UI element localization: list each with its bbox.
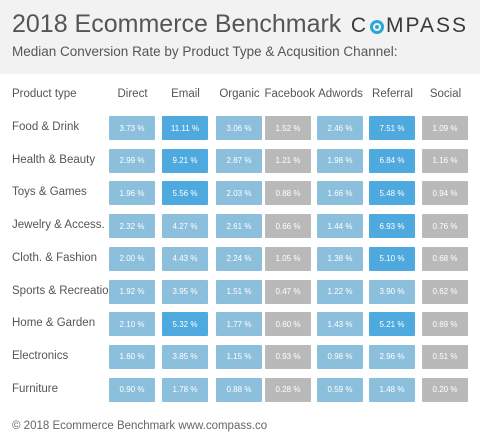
heatmap-cell: 4.43 % <box>162 246 208 271</box>
heatmap-cell: 4.27 % <box>162 214 208 239</box>
heatmap-cell: 9.21 % <box>162 148 208 173</box>
heatmap-cell: 0.88 % <box>265 181 311 206</box>
row-label: Furniture <box>12 382 59 395</box>
heatmap-cell: 1.22 % <box>317 279 363 304</box>
heatmap-cell: 1.05 % <box>265 246 311 271</box>
heatmap-cell: 6.84 % <box>369 148 415 173</box>
logo-circle-icon <box>370 20 385 34</box>
logo-letters: MPASS <box>386 14 468 37</box>
heatmap-cell: 1.78 % <box>162 377 208 402</box>
heatmap-cell: 1.52 % <box>265 116 311 140</box>
heatmap-cell: 0.98 % <box>317 344 363 369</box>
heatmap-cell: 0.20 % <box>422 377 468 402</box>
heatmap-cell: 3.90 % <box>369 279 415 304</box>
heatmap-cell: 0.62 % <box>422 279 468 304</box>
row-label: Home & Garden <box>12 317 96 330</box>
column-header-direct: Direct <box>117 88 148 100</box>
column-header-email: Email <box>171 88 200 100</box>
heatmap-cell: 1.09 % <box>422 116 468 140</box>
heatmap-cell: 11.11 % <box>162 116 208 140</box>
heatmap-cell: 3.85 % <box>162 344 208 369</box>
heatmap-cell: 0.66 % <box>265 214 311 239</box>
row-label: Toys & Games <box>12 186 87 199</box>
heatmap-cell: 6.93 % <box>369 214 415 239</box>
column-header-referral: Referral <box>372 88 413 100</box>
heatmap-cell: 1.43 % <box>317 312 363 337</box>
heatmap-cell: 1.66 % <box>317 181 363 206</box>
column-header-social: Social <box>429 88 462 100</box>
heatmap-cell: 5.21 % <box>369 312 415 337</box>
row-header-label: Product type <box>12 88 77 100</box>
heatmap-cell: 2.46 % <box>317 116 363 140</box>
row-label: Jewelry & Access. <box>12 219 105 232</box>
row-label: Health & Beauty <box>12 153 96 166</box>
column-header-adwords: Adwords <box>318 88 363 100</box>
row-label: Electronics <box>12 349 69 362</box>
page-title: 2018 Ecommerce Benchmark <box>12 10 342 38</box>
logo-letter-c: C <box>350 14 369 37</box>
heatmap-cell: 1.51 % <box>216 279 262 304</box>
heatmap-cell: 2.87 % <box>216 148 262 173</box>
heatmap-cell: 2.99 % <box>109 148 155 173</box>
footer-copyright: © 2018 Ecommerce Benchmark www.compass.c… <box>12 420 268 432</box>
column-header-organic: Organic <box>219 88 260 100</box>
heatmap-cell: 3.95 % <box>162 279 208 304</box>
heatmap-cell: 5.56 % <box>162 181 208 206</box>
heatmap-cell: 5.48 % <box>369 181 415 206</box>
heatmap-cell: 0.88 % <box>216 377 262 402</box>
page-subtitle: Median Conversion Rate by Product Type &… <box>12 44 398 59</box>
heatmap-cell: 1.92 % <box>109 279 155 304</box>
heatmap-cell: 2.24 % <box>216 246 262 271</box>
compass-logo: C MPASS <box>351 14 468 38</box>
heatmap-cell: 2.03 % <box>216 181 262 206</box>
heatmap-cell: 0.69 % <box>422 312 468 337</box>
heatmap-cell: 0.28 % <box>265 377 311 402</box>
heatmap-cell: 1.44 % <box>317 214 363 239</box>
heatmap-cell: 0.93 % <box>265 344 311 369</box>
heatmap-cell: 1.77 % <box>216 312 262 337</box>
heatmap-cell: 0.94 % <box>422 181 468 206</box>
heatmap-cell: 1.38 % <box>317 246 363 271</box>
heatmap-cell: 5.32 % <box>162 312 208 337</box>
heatmap-cell: 3.06 % <box>216 116 262 140</box>
heatmap-cell: 1.16 % <box>422 148 468 173</box>
heatmap-cell: 3.73 % <box>109 116 155 140</box>
row-label: Sports & Recreation <box>12 284 115 297</box>
heatmap-cell: 1.48 % <box>369 377 415 402</box>
heatmap-cell: 5.10 % <box>369 246 415 271</box>
heatmap-cell: 0.90 % <box>109 377 155 402</box>
heatmap-cell: 0.68 % <box>422 246 468 271</box>
heatmap-cell: 2.61 % <box>216 214 262 239</box>
heatmap-cell: 2.96 % <box>369 344 415 369</box>
heatmap-cell: 2.00 % <box>109 246 155 271</box>
heatmap-cell: 0.59 % <box>317 377 363 402</box>
heatmap-cell: 1.15 % <box>216 344 262 369</box>
column-header-facebook: Facebook <box>264 88 316 100</box>
heatmap-cell: 1.96 % <box>109 181 155 206</box>
heatmap-cell: 2.32 % <box>109 214 155 239</box>
heatmap-cell: 0.47 % <box>265 279 311 304</box>
row-label: Food & Drink <box>12 121 80 133</box>
heatmap-cell: 1.21 % <box>265 148 311 173</box>
header-banner: 2018 Ecommerce Benchmark Median Conversi… <box>0 0 480 74</box>
heatmap-cell: 1.60 % <box>109 344 155 369</box>
heatmap-cell: 7.51 % <box>369 116 415 140</box>
heatmap-cell: 0.51 % <box>422 344 468 369</box>
heatmap-cell: 1.98 % <box>317 148 363 173</box>
row-label: Cloth. & Fashion <box>12 251 98 264</box>
heatmap-cell: 0.76 % <box>422 214 468 239</box>
heatmap-cell: 2.10 % <box>109 312 155 337</box>
heatmap-cell: 0.60 % <box>265 312 311 337</box>
